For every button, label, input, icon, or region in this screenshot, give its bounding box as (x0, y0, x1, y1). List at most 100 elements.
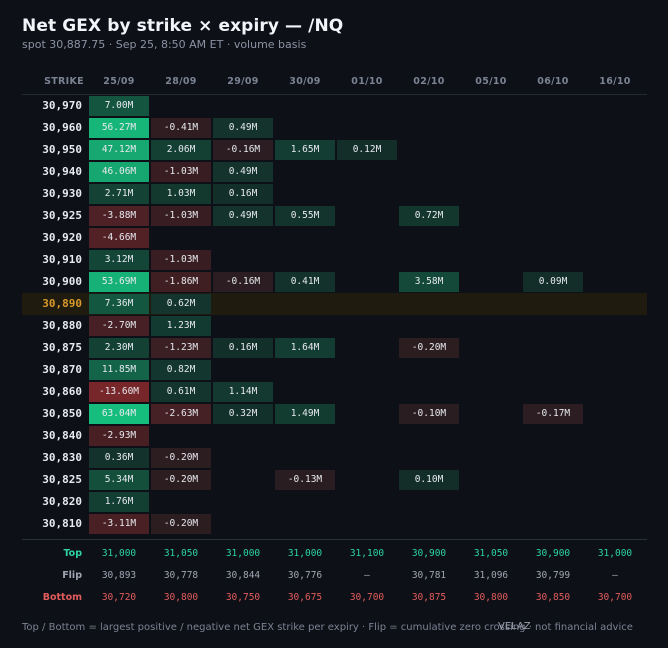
gex-cell[interactable]: -1.03M (151, 206, 211, 226)
gex-cell[interactable]: 0.41M (275, 272, 335, 292)
gex-cell[interactable]: -1.03M (151, 162, 211, 182)
expiry-column-header: 28/09 (165, 76, 197, 87)
table-body: 30,970 7.00M 30,960 56.27M -0.41M 0.49M 30,950… (22, 95, 647, 535)
summary-value-top: 31,000 (287, 548, 323, 559)
summary-value-top: 31,000 (101, 548, 137, 559)
gex-cell[interactable]: -0.20M (151, 448, 211, 468)
gex-cell[interactable]: -0.20M (151, 470, 211, 490)
gex-cell[interactable]: -1.23M (151, 338, 211, 358)
table-row: 30,810 -3.11M -0.20M (22, 513, 647, 535)
gex-cell[interactable]: 2.06M (151, 140, 211, 160)
summary-value-top: 31,100 (349, 548, 385, 559)
summary-value-bottom: 30,700 (597, 592, 633, 603)
strike-label: 30,830 (42, 451, 82, 464)
gex-cell[interactable]: -0.41M (151, 118, 211, 138)
gex-cell[interactable]: 2.30M (89, 338, 149, 358)
gex-cell[interactable]: 5.34M (89, 470, 149, 490)
gex-cell[interactable]: 0.49M (213, 206, 273, 226)
strike-label: 30,920 (42, 231, 82, 244)
gex-cell[interactable]: 47.12M (89, 140, 149, 160)
gex-cell[interactable]: 1.64M (275, 338, 335, 358)
gex-cell[interactable]: -0.17M (523, 404, 583, 424)
gex-cell[interactable]: 0.12M (337, 140, 397, 160)
summary-value-bottom: 30,850 (535, 592, 571, 603)
table-row-spot: 30,890 7.36M 0.62M (22, 293, 647, 315)
strike-label: 30,880 (42, 319, 82, 332)
summary-value-top: 31,050 (163, 548, 199, 559)
gex-cell[interactable]: 3.12M (89, 250, 149, 270)
summary-value-bottom: 30,675 (287, 592, 323, 603)
summary-value-flip: — (612, 570, 618, 581)
summary-label-top: Top (63, 548, 82, 559)
gex-cell[interactable]: 0.16M (213, 338, 273, 358)
gex-cell[interactable]: -2.63M (151, 404, 211, 424)
expiry-column-header: 29/09 (227, 76, 259, 87)
gex-cell[interactable]: 3.58M (399, 272, 459, 292)
gex-cell[interactable]: 0.55M (275, 206, 335, 226)
expiry-column-header: 30/09 (289, 76, 321, 87)
gex-cell[interactable]: 0.62M (151, 294, 211, 314)
gex-cell[interactable]: -0.16M (213, 272, 273, 292)
summary-value-flip: 30,776 (287, 570, 323, 581)
gex-cell[interactable]: 1.65M (275, 140, 335, 160)
expiry-column-header: 16/10 (599, 76, 631, 87)
gex-cell[interactable]: 0.10M (399, 470, 459, 490)
table-row: 30,920 -4.66M (22, 227, 647, 249)
gex-cell[interactable]: -0.20M (151, 514, 211, 534)
gex-cell[interactable]: 7.00M (89, 96, 149, 116)
expiry-column-header: 25/09 (103, 76, 135, 87)
summary-value-top: 31,000 (225, 548, 261, 559)
gex-cell[interactable]: -2.93M (89, 426, 149, 446)
gex-cell[interactable]: 1.49M (275, 404, 335, 424)
gex-cell[interactable]: 0.32M (213, 404, 273, 424)
gex-cell[interactable]: 53.69M (89, 272, 149, 292)
gex-cell[interactable]: -1.86M (151, 272, 211, 292)
table-row: 30,930 2.71M 1.03M 0.16M (22, 183, 647, 205)
gex-cell[interactable]: 1.03M (151, 184, 211, 204)
table-row: 30,900 53.69M -1.86M -0.16M 0.41M 3.58M 0.09M (22, 271, 647, 293)
gex-cell[interactable]: 0.82M (151, 360, 211, 380)
gex-cell[interactable]: -1.03M (151, 250, 211, 270)
summary-value-flip: — (364, 570, 370, 581)
strike-label: 30,840 (42, 429, 82, 442)
gex-cell[interactable]: -3.88M (89, 206, 149, 226)
gex-cell[interactable]: -4.66M (89, 228, 149, 248)
gex-cell[interactable]: 63.04M (89, 404, 149, 424)
gex-cell[interactable]: 56.27M (89, 118, 149, 138)
gex-cell[interactable]: 0.49M (213, 162, 273, 182)
summary-value-bottom: 30,700 (349, 592, 385, 603)
gex-cell[interactable]: 1.76M (89, 492, 149, 512)
strike-column-header: STRIKE (44, 76, 84, 87)
summary-row-top: Top 31,000 31,050 31,000 31,000 31,100 30,900 3… (22, 543, 647, 565)
gex-cell[interactable]: 7.36M (89, 294, 149, 314)
gex-cell[interactable]: 0.61M (151, 382, 211, 402)
summary-value-top: 30,900 (411, 548, 447, 559)
gex-cell[interactable]: -3.11M (89, 514, 149, 534)
strike-label: 30,810 (42, 517, 82, 530)
gex-cell[interactable]: 0.09M (523, 272, 583, 292)
gex-cell[interactable]: 2.71M (89, 184, 149, 204)
gex-cell[interactable]: 11.85M (89, 360, 149, 380)
gex-cell[interactable]: 1.23M (151, 316, 211, 336)
summary-value-flip: 31,096 (473, 570, 509, 581)
strike-label: 30,820 (42, 495, 82, 508)
gex-cell[interactable]: -0.16M (213, 140, 273, 160)
table-row: 30,825 5.34M -0.20M -0.13M 0.10M (22, 469, 647, 491)
gex-cell[interactable]: 1.14M (213, 382, 273, 402)
gex-cell[interactable]: 46.06M (89, 162, 149, 182)
expiry-column-header: 05/10 (475, 76, 507, 87)
gex-cell[interactable]: 0.16M (213, 184, 273, 204)
gex-cell[interactable]: -0.13M (275, 470, 335, 490)
gex-cell[interactable]: 0.36M (89, 448, 149, 468)
gex-cell[interactable]: -2.70M (89, 316, 149, 336)
gex-cell[interactable]: -0.20M (399, 338, 459, 358)
footer-note: Top / Bottom = largest positive / negati… (22, 622, 633, 633)
gex-cell[interactable]: -13.60M (89, 382, 149, 402)
table-row: 30,820 1.76M (22, 491, 647, 513)
summary-value-bottom: 30,800 (163, 592, 199, 603)
gex-cell[interactable]: 0.49M (213, 118, 273, 138)
gex-cell[interactable]: 0.72M (399, 206, 459, 226)
gex-cell[interactable]: -0.10M (399, 404, 459, 424)
table-row: 30,830 0.36M -0.20M (22, 447, 647, 469)
table-row: 30,840 -2.93M (22, 425, 647, 447)
